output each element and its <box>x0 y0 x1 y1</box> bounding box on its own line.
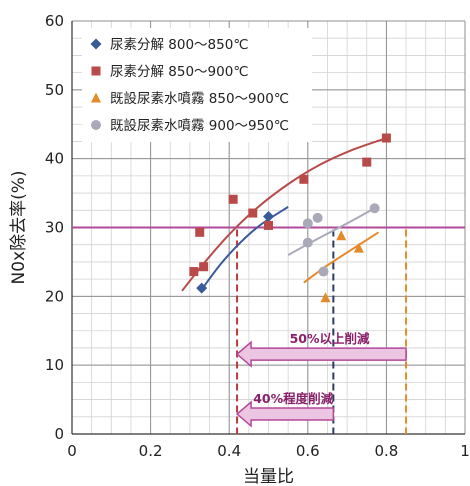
trend-curve <box>287 207 376 256</box>
legend-marker <box>91 120 101 130</box>
x-tick-label: 0 <box>67 442 77 460</box>
x-axis-title: 当量比 <box>243 467 294 486</box>
x-tick-label: 0.2 <box>139 442 163 460</box>
y-tick-label: 40 <box>45 150 64 168</box>
data-point <box>353 242 364 253</box>
legend-label: 既設尿素水噴霧 850～900℃ <box>110 91 289 107</box>
data-point <box>336 230 347 241</box>
data-point <box>369 203 380 214</box>
legend-label: 尿素分解 850～900℃ <box>110 64 249 80</box>
data-point <box>263 210 274 222</box>
x-tick-label: 0.6 <box>296 442 320 460</box>
legend-label: 既設尿素水噴霧 900～950℃ <box>110 118 289 134</box>
trend-curve <box>303 231 380 284</box>
data-point <box>320 292 331 303</box>
x-tick-label: 1 <box>460 442 470 460</box>
reduction-arrow <box>235 400 335 428</box>
data-point <box>381 133 391 143</box>
reduction-arrow <box>235 340 407 368</box>
y-tick-label: 60 <box>45 12 64 30</box>
legend-label: 尿素分解 800～850℃ <box>110 37 249 53</box>
data-point <box>264 220 273 230</box>
data-point <box>302 237 313 248</box>
trend-curve <box>181 138 383 292</box>
y-tick-label: 10 <box>45 356 64 374</box>
y-tick-label: 30 <box>45 219 64 237</box>
legend-box <box>82 28 312 142</box>
legend-marker <box>91 66 101 76</box>
x-tick-label: 0.4 <box>217 442 241 460</box>
legend-marker <box>90 38 102 50</box>
data-point <box>302 218 313 229</box>
reduction-arrow-label: 40%程度削減 <box>253 391 333 406</box>
data-point <box>189 267 199 277</box>
data-point <box>318 266 329 277</box>
data-point <box>312 212 323 223</box>
data-point <box>248 208 258 218</box>
y-tick-label: 0 <box>54 425 64 443</box>
data-point <box>199 262 209 272</box>
data-point <box>362 157 372 167</box>
x-tick-label: 0.8 <box>374 442 398 460</box>
data-point <box>299 174 309 184</box>
data-point <box>196 282 208 294</box>
data-point <box>228 194 238 204</box>
y-tick-label: 20 <box>45 287 64 305</box>
y-tick-label: 50 <box>45 81 64 99</box>
legend-marker <box>91 92 101 103</box>
reduction-arrow-label: 50%以上削減 <box>290 331 370 346</box>
y-axis-title: N0x除去率(%) <box>9 170 29 284</box>
data-point <box>195 227 205 237</box>
